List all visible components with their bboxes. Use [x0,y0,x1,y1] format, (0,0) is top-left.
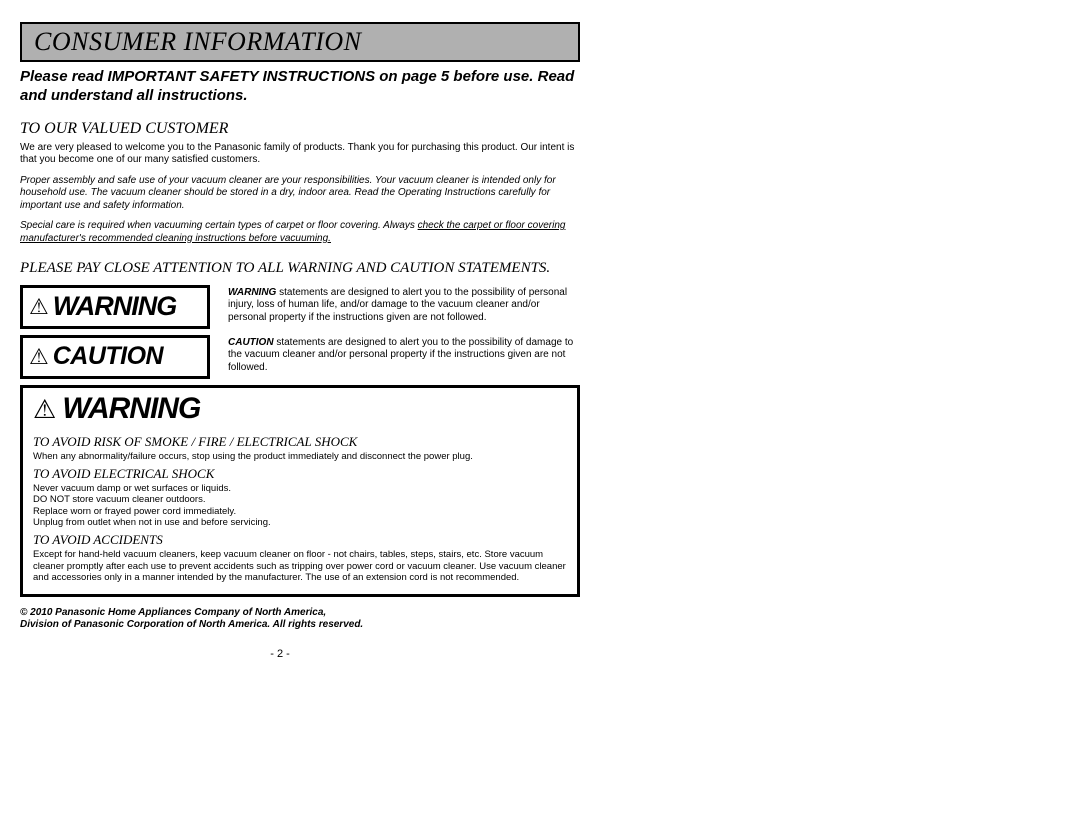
manual-page: CONSUMER INFORMATION Please read IMPORTA… [0,0,600,642]
warning-row: ⚠ WARNING WARNING statements are designe… [20,285,580,329]
warning-triangle-icon: ⚠ [29,296,49,318]
valued-p3: Special care is required when vacuuming … [20,220,580,245]
box-h3: TO AVOID ACCIDENTS [33,532,567,548]
attention-heading: PLEASE PAY CLOSE ATTENTION TO ALL WARNIN… [20,259,580,279]
warning-box-label: WARNING [62,392,200,426]
warning-triangle-icon: ⚠ [29,346,49,368]
warning-box: ⚠ WARNING TO AVOID RISK OF SMOKE / FIRE … [20,385,580,597]
page-number: - 2 - [0,648,560,660]
box-p2: Never vacuum damp or wet surfaces or liq… [33,483,567,529]
warning-description: WARNING statements are designed to alert… [228,285,580,325]
warning-box-header: ⚠ WARNING [33,392,200,426]
warning-triangle-icon: ⚠ [33,396,56,422]
caution-label: CAUTION [53,342,163,371]
caution-desc-body: statements are designed to alert you to … [228,337,573,373]
valued-p3a: Special care is required when vacuuming … [20,220,418,231]
valued-p2: Proper assembly and safe use of your vac… [20,175,580,213]
warning-desc-lead: WARNING [228,287,276,298]
valued-heading: TO OUR VALUED CUSTOMER [20,120,580,138]
caution-desc-lead: CAUTION [228,337,274,348]
box-p3: Except for hand-held vacuum cleaners, ke… [33,549,567,583]
box-h2: TO AVOID ELECTRICAL SHOCK [33,466,567,482]
caution-badge: ⚠ CAUTION [20,335,210,379]
valued-p1: We are very pleased to welcome you to th… [20,142,580,167]
copyright-text: © 2010 Panasonic Home Appliances Company… [20,607,580,632]
caution-row: ⚠ CAUTION CAUTION statements are designe… [20,335,580,379]
warning-badge: ⚠ WARNING [20,285,210,329]
caution-description: CAUTION statements are designed to alert… [228,335,580,375]
section-title: CONSUMER INFORMATION [20,22,580,62]
warning-desc-body: statements are designed to alert you to … [228,287,567,323]
box-p1: When any abnormality/failure occurs, sto… [33,451,567,462]
warning-label: WARNING [53,291,177,322]
intro-text: Please read IMPORTANT SAFETY INSTRUCTION… [20,68,580,106]
box-h1: TO AVOID RISK OF SMOKE / FIRE / ELECTRIC… [33,434,567,450]
